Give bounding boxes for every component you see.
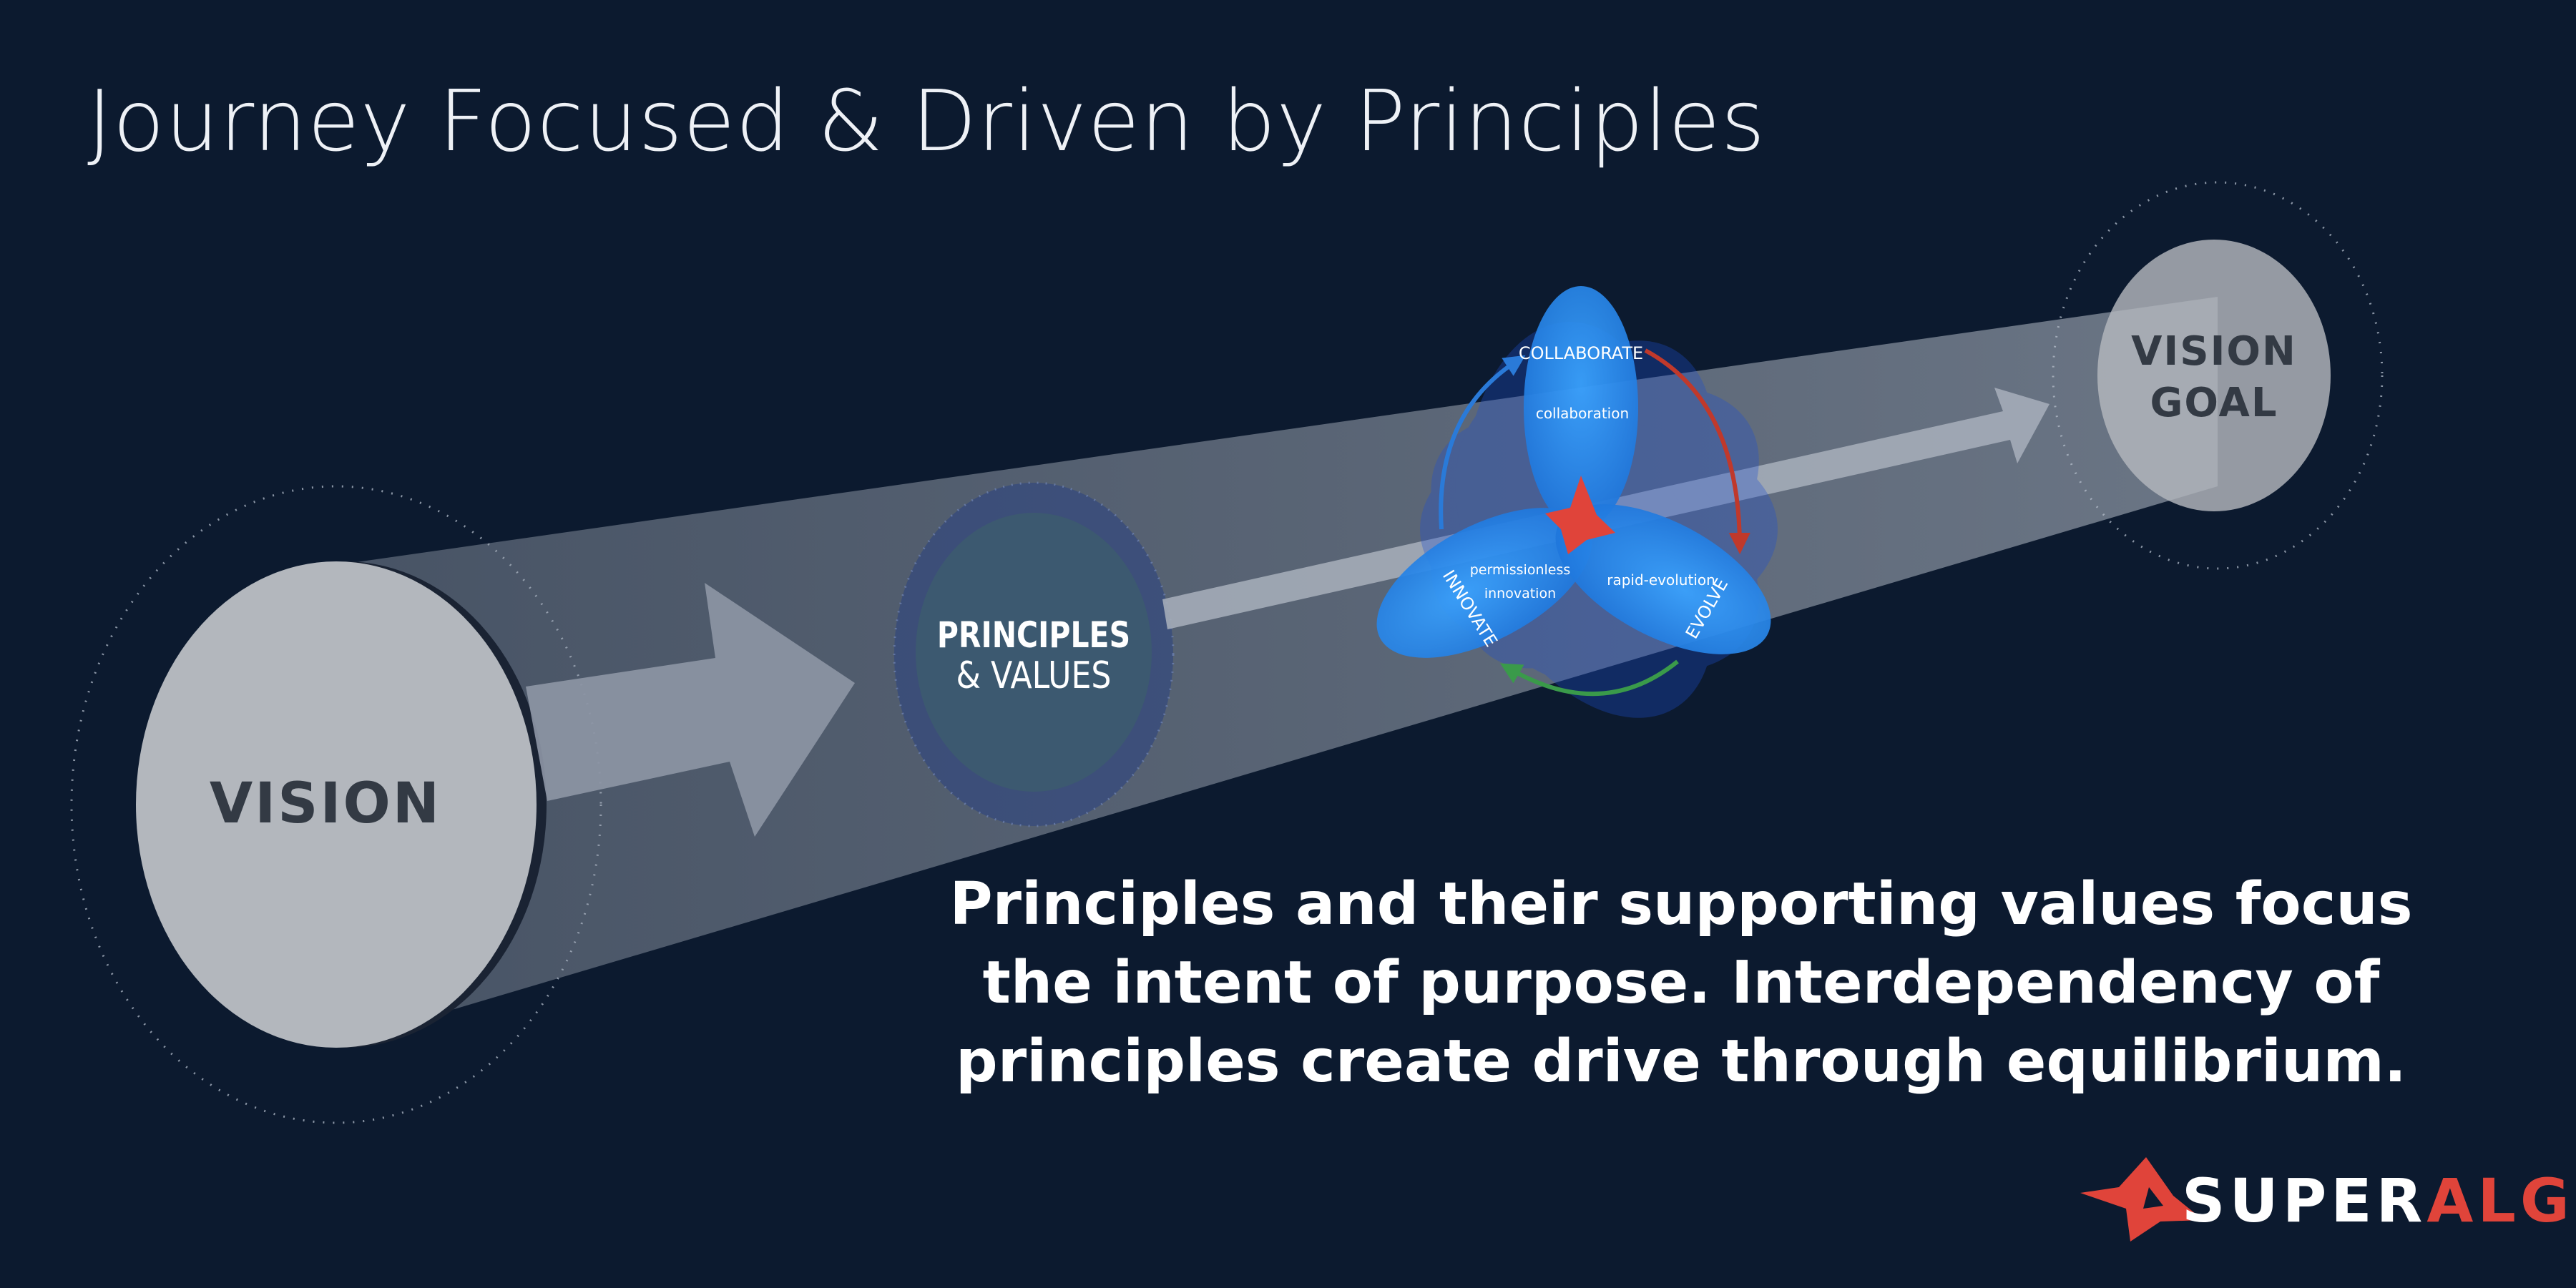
petal-innovate-value-line1: permissionless [1470, 562, 1571, 578]
goal-label-line2: GOAL [2150, 380, 2278, 426]
vision-disc [136, 561, 537, 1048]
petal-evolve-value: rapid-evolution [1607, 571, 1715, 589]
caption-text: Principles and their supporting values f… [949, 870, 2413, 1096]
principles-disc [916, 513, 1152, 792]
goal-label-line1: VISION [2131, 328, 2297, 375]
petal-collaborate-name: COLLABORATE [1519, 343, 1643, 363]
petal-innovate-value-line2: innovation [1484, 586, 1556, 601]
vision-to-principles-arrow [526, 583, 855, 837]
vision-label: VISION [210, 772, 441, 836]
logo-text-algos: ALGOS [2426, 1166, 2576, 1236]
principles-halo-ring [893, 481, 1175, 827]
principles-label-line2: & VALUES [956, 654, 1112, 697]
superalgos-logo-icon [2080, 1157, 2203, 1242]
goal-disc [2097, 240, 2331, 511]
cycle-arrow-red [1644, 348, 1750, 554]
superalgos-logo: SUPERALGOS [2182, 1166, 2576, 1236]
cycle-arrow-green [1500, 659, 1679, 697]
page-title: Journey Focused & Driven by Principles [87, 72, 1766, 170]
petal-collaborate-value: collaboration [1536, 405, 1629, 422]
goal-dotted-ring [2052, 181, 2384, 570]
cycle-arrow-blue [1439, 355, 1526, 530]
petal-evolve [1555, 504, 1771, 654]
petal-innovate [1376, 508, 1592, 658]
petal-collaborate [1524, 286, 1638, 529]
superalgos-mark-icon [1545, 476, 1615, 554]
logo-text-super: SUPER [2182, 1166, 2427, 1236]
principles-label-line1: PRINCIPLES [937, 614, 1130, 656]
principles-flower: COLLABORATE collaboration permissionless… [1376, 286, 1778, 718]
